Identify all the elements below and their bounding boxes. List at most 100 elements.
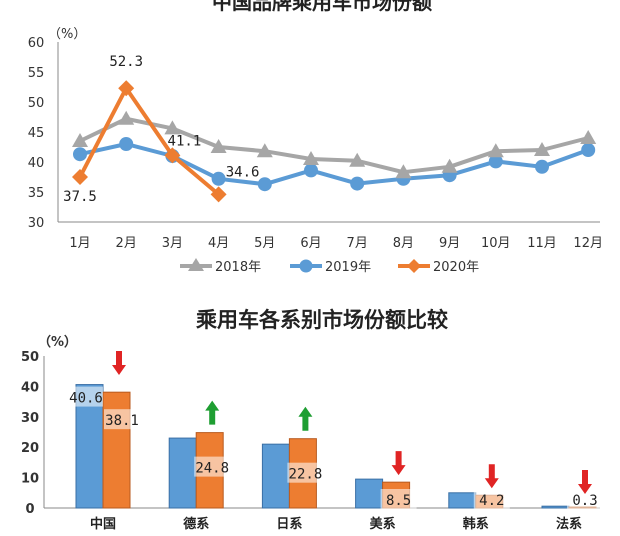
bar-series1 <box>448 492 477 509</box>
bar-category-label: 德系 <box>183 516 209 532</box>
series-line-1 <box>79 142 589 187</box>
line-chart-y-tick: 60 <box>28 36 45 51</box>
data-point-circle <box>581 143 596 157</box>
bar-value-label: 38.1 <box>105 413 139 429</box>
bar-series1 <box>261 443 290 509</box>
data-point-triangle <box>441 158 458 173</box>
label-background <box>69 386 103 407</box>
data-point-triangle <box>72 133 88 147</box>
legend-item-2020: 2020年 <box>398 259 479 275</box>
data-point-circle <box>350 176 365 191</box>
label-background <box>194 456 231 477</box>
line-chart-x-tick: 8月 <box>393 236 414 251</box>
line-data-label: 52.3 <box>109 54 143 70</box>
bar-value-label: 8.5 <box>386 493 411 509</box>
label-background <box>473 489 510 509</box>
line-chart-y-tick: 55 <box>28 66 45 81</box>
line-chart-title: 中国品牌乘用车市场份额 <box>212 0 432 14</box>
legend-diamond-icon <box>407 259 421 273</box>
line-chart-legend: 2018年 2019年 2020年 <box>180 258 479 275</box>
data-point-circle <box>304 163 318 178</box>
bar-series1 <box>168 437 197 509</box>
bar-chart-y-tick: 0 <box>25 502 34 517</box>
data-point-triangle <box>164 120 181 135</box>
bar-category-label: 韩系 <box>463 516 489 532</box>
data-point-triangle <box>210 139 227 153</box>
data-point-circle <box>257 177 272 192</box>
data-point-triangle <box>256 143 273 158</box>
line-chart-x-tick: 9月 <box>439 236 460 251</box>
arrow-up-icon <box>298 406 313 431</box>
line-chart-x-tick: 1月 <box>69 236 90 251</box>
legend-triangle-icon <box>188 258 204 271</box>
data-point-circle <box>211 171 226 186</box>
data-point-triangle <box>303 151 319 165</box>
label-background <box>287 462 324 483</box>
line-data-label: 34.6 <box>226 164 260 180</box>
legend-item-2019: 2019年 <box>290 259 371 275</box>
line-chart-x-tick: 12月 <box>573 236 603 251</box>
bar-value-label: 4.2 <box>479 493 504 509</box>
line-chart-x-tick: 10月 <box>481 236 511 251</box>
series-line-2 <box>78 86 220 196</box>
line-chart-y-tick: 45 <box>28 126 45 141</box>
label-background <box>567 489 603 509</box>
arrow-down-icon <box>112 351 126 375</box>
data-point-triangle <box>534 142 550 156</box>
line-chart-x-tick: 2月 <box>116 236 137 251</box>
bar-chart-y-tick: 10 <box>21 472 39 487</box>
bar-category-label: 法系 <box>556 516 582 532</box>
line-chart-x-tick: 3月 <box>162 236 183 251</box>
bar-series1 <box>355 478 384 509</box>
line-chart-x-tick: 6月 <box>300 236 321 251</box>
line-data-label: 41.1 <box>168 133 202 149</box>
line-chart-y-tick: 50 <box>28 96 45 111</box>
data-point-diamond <box>72 169 88 185</box>
arrow-up-icon <box>205 400 220 425</box>
data-point-triangle <box>580 130 597 144</box>
data-point-diamond <box>210 186 227 203</box>
arrow-down-icon <box>484 464 499 489</box>
bar-chart-y-tick: 20 <box>21 441 39 456</box>
bar-chart-title: 乘用车各系别市场份额比较 <box>195 308 448 332</box>
bar-category-label: 中国 <box>90 516 116 532</box>
data-point-circle <box>119 137 134 151</box>
bar-series1 <box>541 505 570 509</box>
bar-category-label: 美系 <box>370 516 396 532</box>
line-chart-x-tick: 7月 <box>347 236 368 251</box>
bar-value-label: 40.6 <box>69 391 103 407</box>
bar-chart-y-tick: 50 <box>21 350 39 365</box>
label-background <box>380 489 417 509</box>
legend-label-2019: 2019年 <box>325 260 371 275</box>
line-chart-y-tick: 30 <box>28 216 45 231</box>
legend-circle-icon <box>299 259 313 273</box>
bar-chart-y-tick: 40 <box>21 380 39 395</box>
legend-item-2018: 2018年 <box>180 258 261 275</box>
line-data-label: 37.5 <box>63 189 97 205</box>
data-point-triangle <box>118 110 135 125</box>
arrow-down-icon <box>391 451 406 476</box>
data-point-triangle <box>487 143 504 158</box>
data-point-triangle <box>395 164 412 179</box>
bar-chart-unit: （%） <box>38 334 77 350</box>
bar-value-label: 22.8 <box>289 467 323 483</box>
data-point-circle <box>535 159 549 174</box>
arrow-down-icon <box>578 470 592 494</box>
bar-chart-plot: 0 10 20 30 40 50 中国 40.638.1 德系 24.8 日系 22.8 美系 8.5 韩系… <box>21 350 603 532</box>
data-point-circle <box>488 154 503 169</box>
label-background <box>104 409 140 430</box>
data-point-diamond <box>118 80 135 97</box>
line-chart-plot: 30 35 40 45 50 55 60 1月 2月 3月 4月 5月 6月 7月 8月 9月 10月 11月 12… <box>28 36 603 251</box>
series-line-0 <box>79 116 589 175</box>
data-point-circle <box>73 147 87 162</box>
line-chart-x-tick: 11月 <box>527 236 557 251</box>
line-chart-x-tick: 4月 <box>208 236 229 251</box>
data-point-triangle <box>349 152 366 167</box>
legend-label-2020: 2020年 <box>433 260 479 275</box>
bar-value-label: 24.8 <box>195 461 229 477</box>
line-chart-unit: （%） <box>48 27 86 42</box>
legend-label-2018: 2018年 <box>215 260 261 275</box>
line-chart-x-tick: 5月 <box>254 236 275 251</box>
line-chart-y-tick: 40 <box>28 156 45 171</box>
